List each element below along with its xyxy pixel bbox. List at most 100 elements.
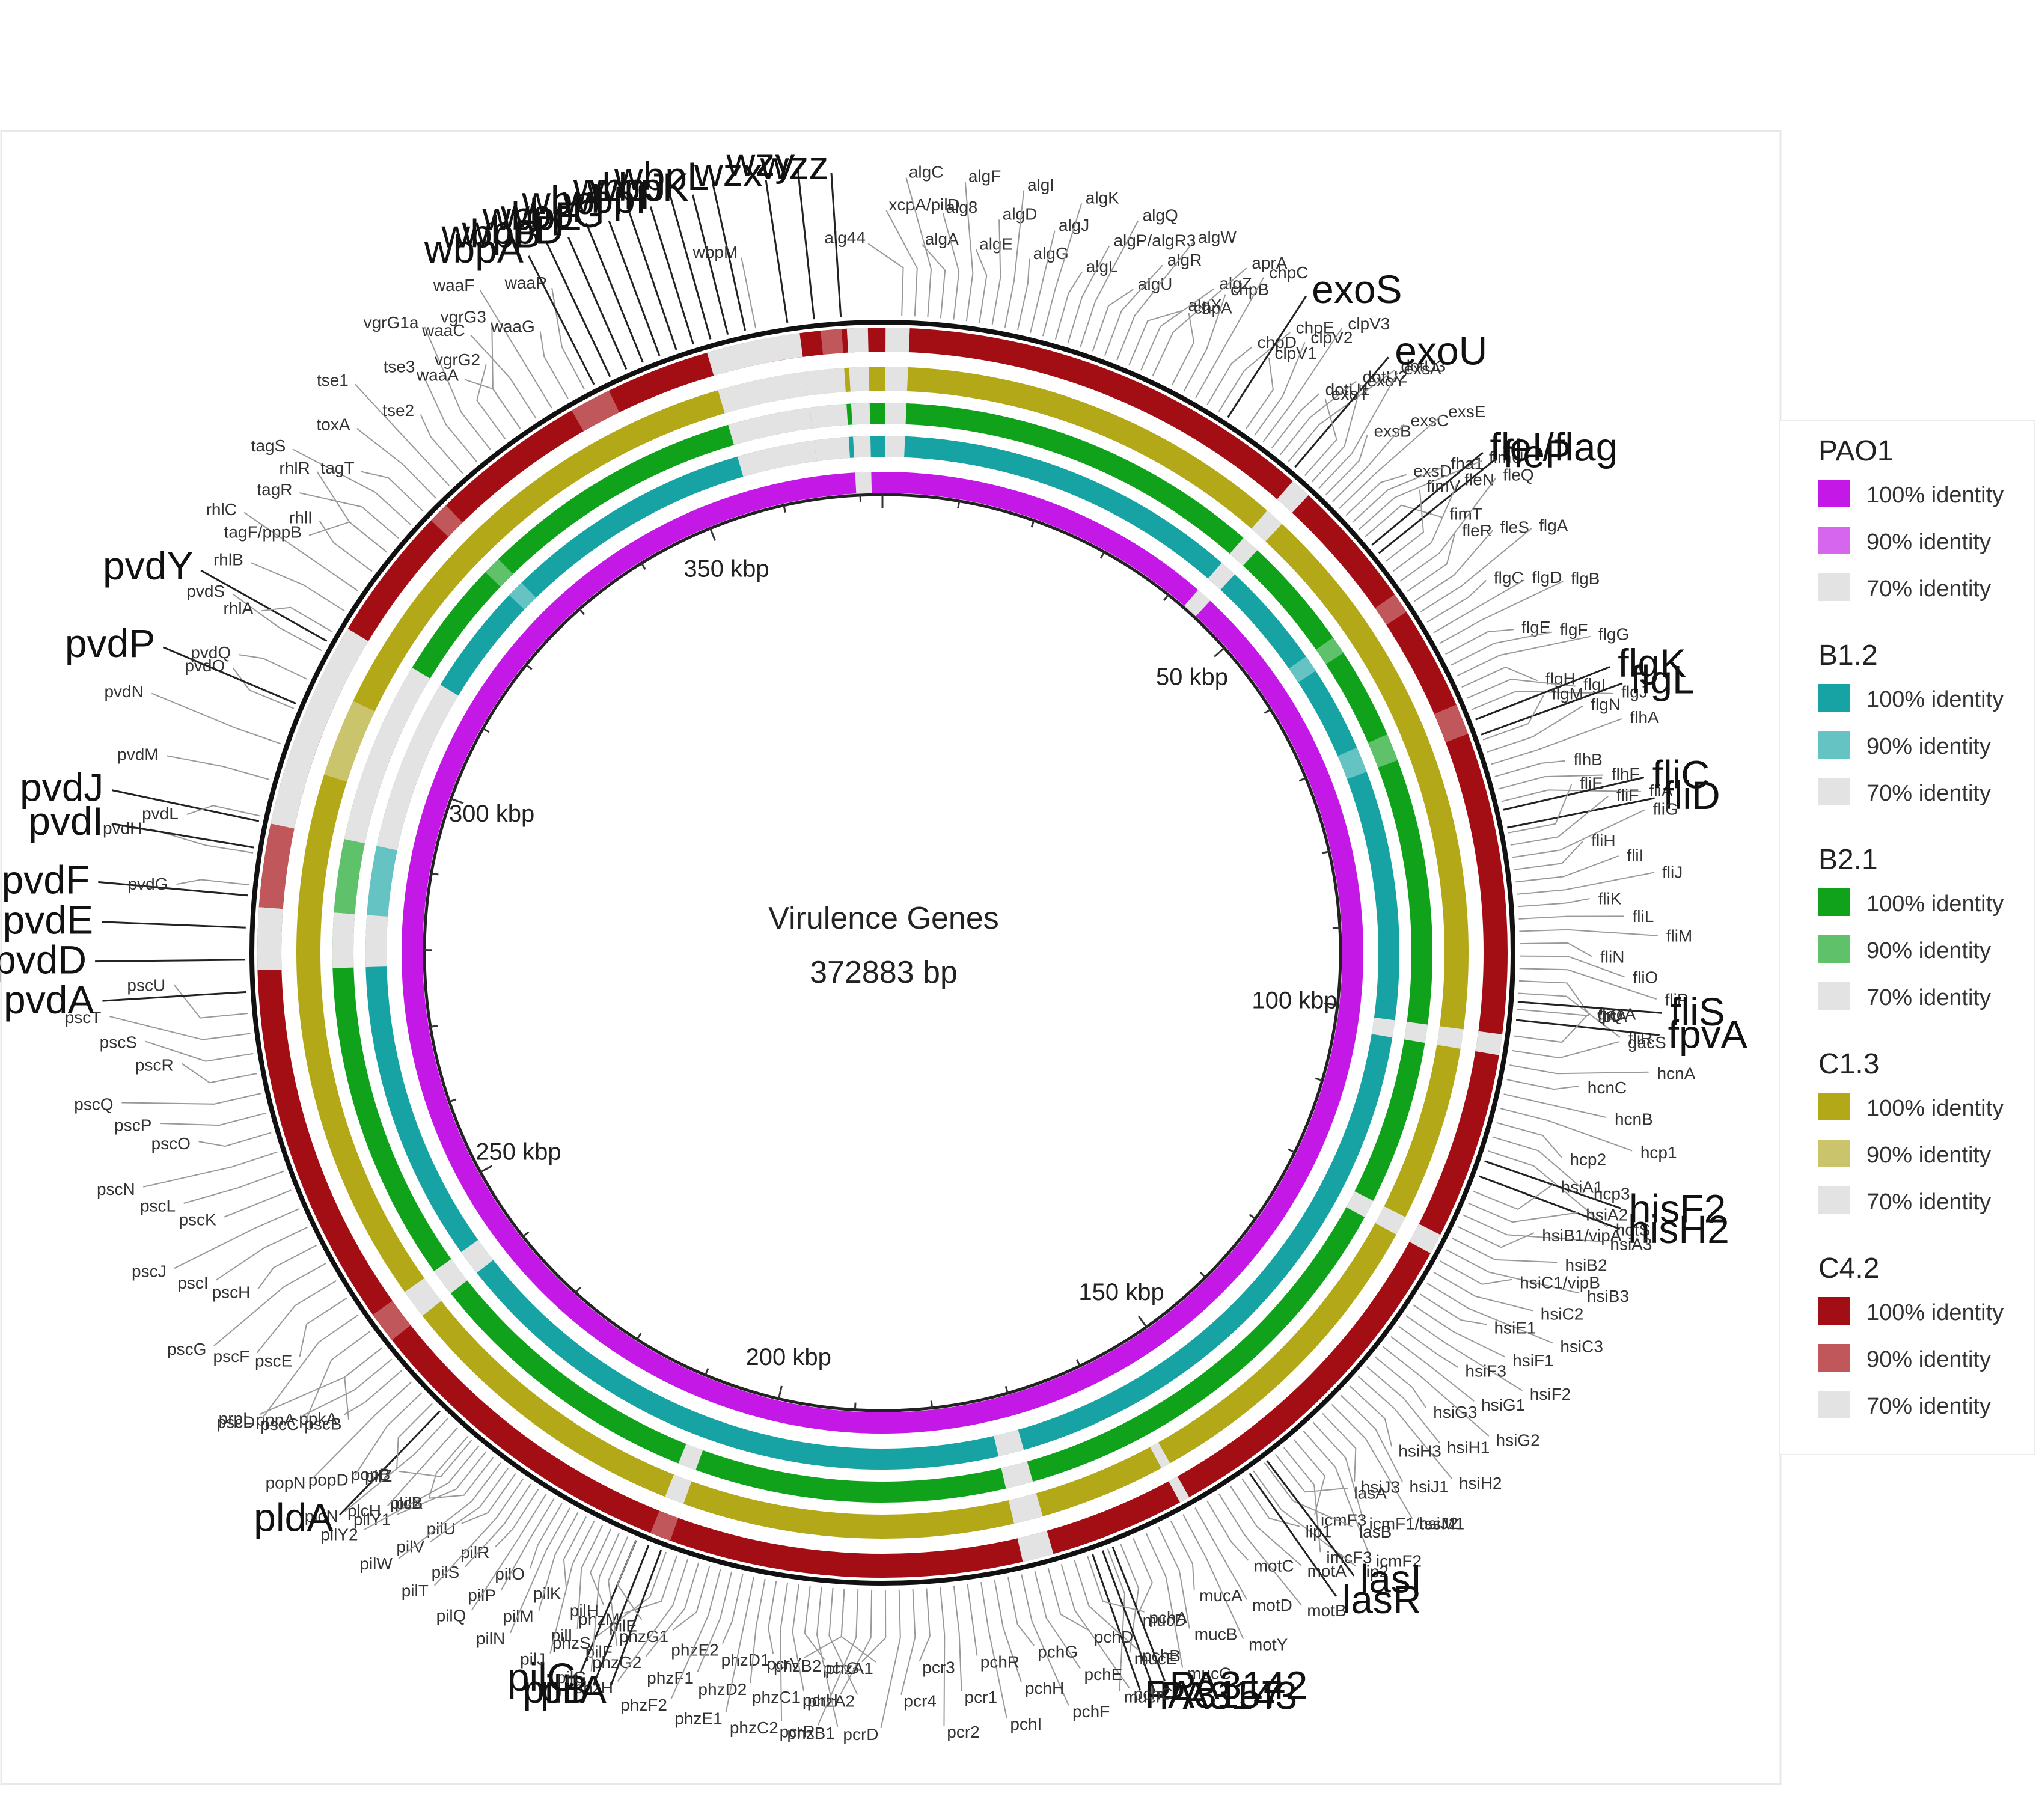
- gene-leader-line: [495, 1488, 539, 1548]
- gene-label-pscC: pscC: [260, 1415, 299, 1434]
- gene-label-pvdG: pvdG: [128, 875, 168, 893]
- gene-leader-line: [750, 1578, 766, 1684]
- legend-swatch: [1818, 1140, 1850, 1167]
- axis-tick: [1214, 647, 1225, 658]
- gene-leader-line: [292, 448, 411, 525]
- gene-label-algF: algF: [968, 166, 1001, 185]
- gene-leader-line: [397, 1451, 487, 1515]
- gene-label-wbpL: wbpL: [614, 154, 709, 198]
- gene-label-hsiF1: hsiF1: [1512, 1351, 1553, 1370]
- identity-segment-b1-2: [376, 685, 459, 850]
- identity-segment-b2-1: [809, 403, 848, 429]
- gene-leader-line: [1456, 635, 1591, 677]
- identity-segment-pao1: [1184, 590, 1211, 617]
- gene-leader-line: [1262, 328, 1343, 442]
- gene-label-hsiE1: hsiE1: [1494, 1319, 1536, 1337]
- gene-leader-line: [243, 511, 359, 591]
- gene-label-flgF: flgF: [1560, 620, 1588, 639]
- identity-segment-c4-2: [1475, 1031, 1503, 1055]
- gene-leader-line: [1249, 1473, 1337, 1597]
- legend-swatch: [1818, 888, 1850, 916]
- gene-label-flgA: flgA: [1539, 516, 1568, 535]
- gene-label-alg44: alg44: [824, 228, 866, 247]
- gene-leader-line: [1517, 872, 1654, 895]
- gene-leader-line: [364, 1445, 480, 1530]
- gene-label-pchE: pchE: [1084, 1665, 1123, 1684]
- gene-leader-line: [830, 173, 842, 317]
- gene-leader-line: [1092, 289, 1134, 352]
- gene-label-lasR: lasR: [1342, 1577, 1422, 1622]
- gene-label-pilB: pilB: [522, 1667, 588, 1711]
- gene-leader-line: [1145, 1532, 1184, 1668]
- legend-title-b1-2: B1.2: [1818, 640, 1878, 671]
- center-subtitle: 372883 bp: [810, 955, 958, 990]
- gene-leader-line: [1288, 370, 1395, 462]
- gene-leader-line: [398, 1439, 472, 1477]
- legend-entry-label: 90% identity: [1866, 734, 1991, 759]
- gene-leader-line: [1331, 1403, 1413, 1519]
- gene-label-pilK: pilK: [533, 1584, 561, 1602]
- gene-label-tse3: tse3: [384, 357, 415, 376]
- gene-label-mucB: mucB: [1194, 1625, 1238, 1644]
- gene-leader-line: [1171, 313, 1195, 386]
- gene-leader-line: [626, 207, 677, 350]
- axis-tick: [1322, 850, 1330, 854]
- gene-leader-line: [1514, 1013, 1590, 1043]
- gene-leader-line: [471, 1493, 547, 1611]
- gene-leader-line: [239, 654, 308, 680]
- gene-leader-line: [1517, 1001, 1662, 1014]
- gene-leader-line: [1496, 1122, 1562, 1158]
- gene-label-pscT: pscT: [65, 1008, 102, 1027]
- gene-label-phzB1: phzB1: [787, 1724, 834, 1742]
- gene-label-mucD: mucD: [1143, 1611, 1187, 1629]
- gene-leader-line: [1183, 294, 1226, 392]
- gene-leader-line: [919, 1588, 931, 1661]
- axis-tick: [1324, 1002, 1338, 1006]
- gene-label-algD: algD: [1003, 204, 1038, 223]
- gene-leader-line: [174, 1208, 299, 1269]
- legend-entry-label: 70% identity: [1866, 1394, 1991, 1419]
- gene-label-flhF: flhF: [1612, 765, 1640, 783]
- gene-label-icmF1-tssM1: icmF1/tssM1: [1369, 1514, 1465, 1533]
- gene-leader-line: [354, 383, 450, 486]
- gene-label-pcr4: pcr4: [903, 1692, 936, 1711]
- gene-label-vgrG1a: vgrG1a: [364, 313, 419, 332]
- gene-leader-line: [1352, 466, 1444, 523]
- identity-segment-b2-1: [851, 403, 870, 425]
- legend-entry-label: 100% identity: [1866, 687, 2004, 712]
- legend-title-c4-2: C4.2: [1818, 1253, 1879, 1284]
- gene-label-popB: popB: [351, 1465, 390, 1483]
- gene-label-pcr1: pcr1: [965, 1688, 997, 1706]
- identity-segment-c1-3: [849, 367, 870, 392]
- axis-tick: [957, 501, 961, 508]
- axis-label-100kbp: 100 kbp: [1252, 988, 1337, 1014]
- gene-label-hsiA1: hsiA1: [1561, 1177, 1603, 1196]
- gene-label-vgrG2: vgrG2: [435, 350, 480, 369]
- identity-segment-c4-2: [571, 390, 620, 432]
- gene-leader-line: [143, 1151, 278, 1188]
- gene-label-hsiB2: hsiB2: [1565, 1256, 1607, 1274]
- gene-label-wzy: wzy: [726, 140, 795, 185]
- gene-leader-line: [261, 1314, 359, 1419]
- gene-leader-line: [1498, 774, 1604, 790]
- gene-leader-line: [186, 805, 260, 817]
- gene-leader-line: [816, 1587, 839, 1727]
- gene-leader-line: [1518, 898, 1590, 908]
- gene-label-flgD: flgD: [1532, 568, 1562, 587]
- gene-leader-line: [465, 1483, 531, 1568]
- identity-segment-b1-2: [1337, 747, 1367, 780]
- gene-leader-line: [617, 1559, 688, 1682]
- gene-leader-line: [1152, 267, 1247, 376]
- gene-leader-line: [224, 1189, 292, 1218]
- gene-label-hcnB: hcnB: [1615, 1110, 1653, 1128]
- gene-leader-line: [953, 1586, 962, 1691]
- gene-label-tagT: tagT: [321, 459, 355, 477]
- gene-leader-line: [994, 1580, 1022, 1682]
- gene-leader-line: [396, 1403, 433, 1470]
- gene-label-PA3157: PA3157: [1145, 1672, 1283, 1717]
- gene-label-popN: popN: [266, 1474, 306, 1492]
- gene-leader-line: [1433, 1271, 1533, 1312]
- gene-label-hcp2: hcp2: [1570, 1150, 1606, 1169]
- gene-label-pilA: pilA: [540, 1667, 607, 1711]
- gene-leader-line: [1030, 230, 1056, 334]
